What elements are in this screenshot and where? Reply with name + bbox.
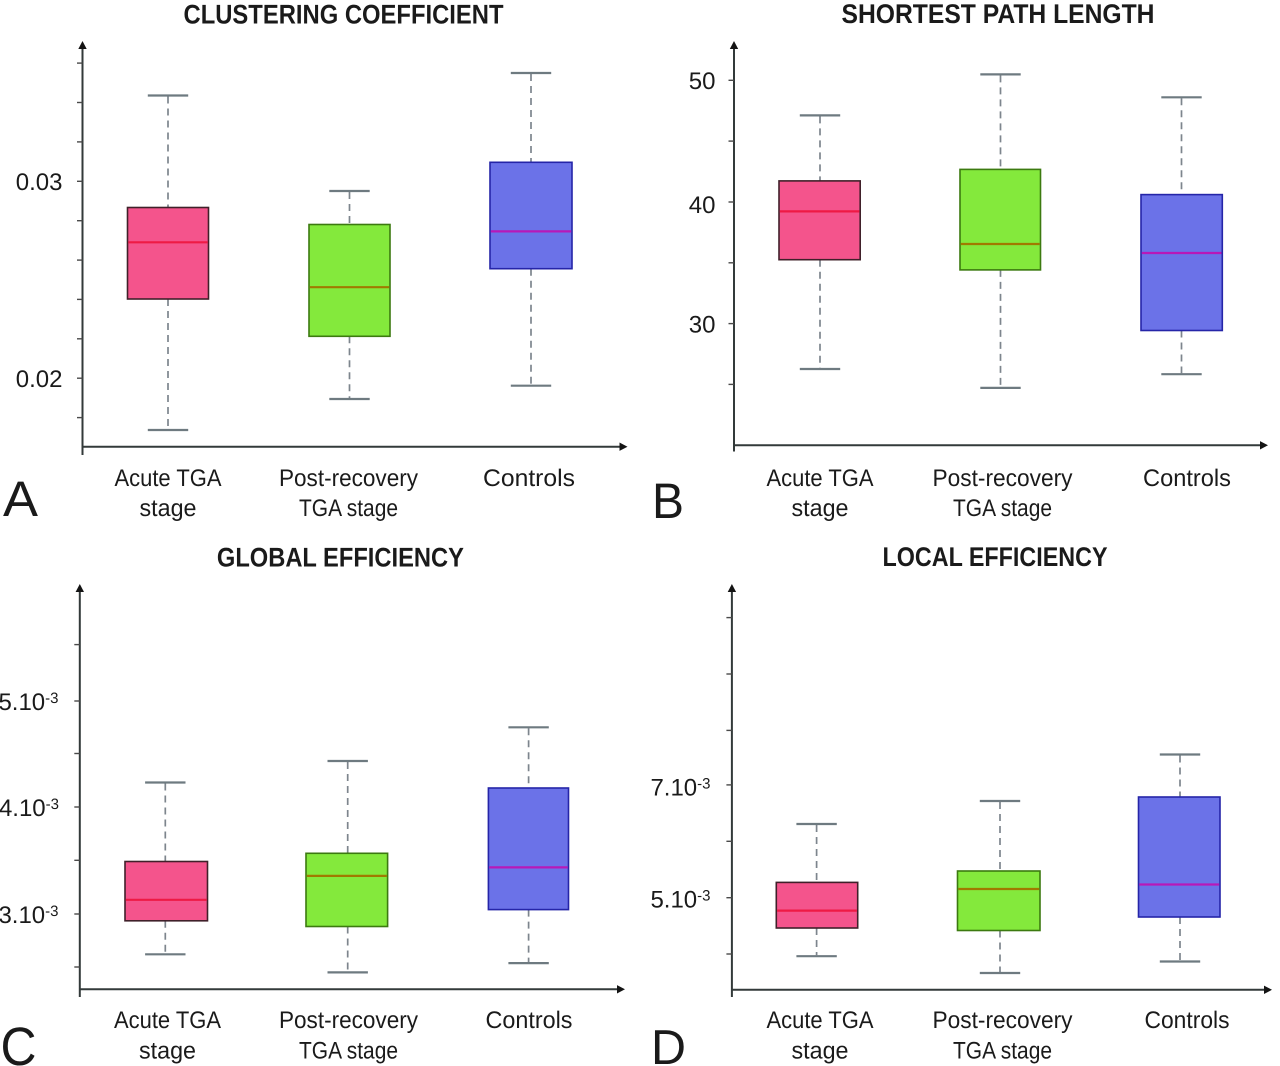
svg-text:Controls: Controls xyxy=(1143,465,1231,492)
svg-text:A: A xyxy=(3,471,39,527)
svg-text:TGA stage: TGA stage xyxy=(953,1038,1052,1065)
svg-text:B: B xyxy=(652,473,684,529)
svg-text:Controls: Controls xyxy=(486,1007,573,1034)
svg-text:stage: stage xyxy=(792,495,849,522)
svg-text:Post-recovery: Post-recovery xyxy=(933,465,1073,492)
svg-text:CLUSTERING COEFFICIENT: CLUSTERING COEFFICIENT xyxy=(184,0,504,30)
svg-text:Acute TGA: Acute TGA xyxy=(767,465,874,492)
svg-text:TGA stage: TGA stage xyxy=(299,1038,398,1065)
svg-text:LOCAL EFFICIENCY: LOCAL EFFICIENCY xyxy=(883,542,1108,572)
svg-text:0.03: 0.03 xyxy=(16,169,63,196)
svg-text:40: 40 xyxy=(689,192,716,219)
svg-text:Post-recovery: Post-recovery xyxy=(279,465,418,492)
svg-text:TGA stage: TGA stage xyxy=(953,495,1052,522)
svg-text:Acute TGA: Acute TGA xyxy=(115,465,222,492)
svg-text:TGA stage: TGA stage xyxy=(299,495,398,522)
svg-text:Post-recovery: Post-recovery xyxy=(279,1007,418,1034)
svg-text:stage: stage xyxy=(792,1038,849,1065)
svg-text:0.02: 0.02 xyxy=(16,366,63,393)
svg-text:Post-recovery: Post-recovery xyxy=(933,1007,1073,1034)
svg-text:stage: stage xyxy=(139,1038,196,1065)
svg-text:Controls: Controls xyxy=(1145,1007,1230,1034)
svg-text:C: C xyxy=(1,1017,37,1066)
svg-text:stage: stage xyxy=(140,495,197,522)
svg-text:SHORTEST PATH LENGTH: SHORTEST PATH LENGTH xyxy=(842,0,1155,29)
svg-text:D: D xyxy=(651,1021,686,1066)
svg-text:30: 30 xyxy=(689,311,716,338)
svg-text:50: 50 xyxy=(689,68,716,95)
svg-text:GLOBAL EFFICIENCY: GLOBAL EFFICIENCY xyxy=(217,543,464,573)
svg-text:Acute TGA: Acute TGA xyxy=(767,1007,874,1034)
svg-text:Controls: Controls xyxy=(483,465,575,492)
svg-text:Acute TGA: Acute TGA xyxy=(114,1007,221,1034)
